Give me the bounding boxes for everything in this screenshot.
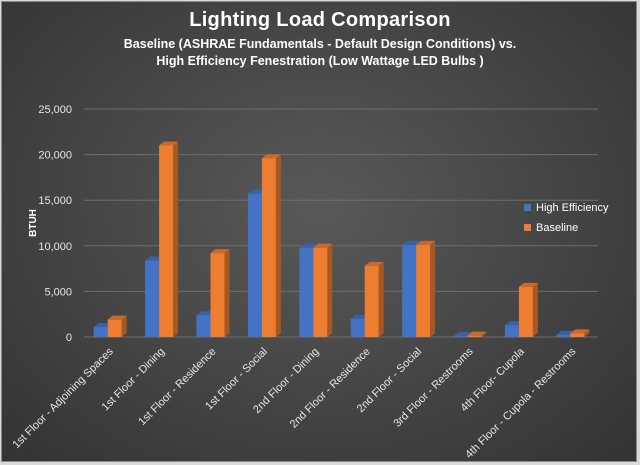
x-tick-label: 1st Floor - Adjoining Spaces xyxy=(10,345,116,451)
bar-baseline xyxy=(467,331,487,337)
bar-baseline xyxy=(261,154,281,337)
y-tick-label: 5,000 xyxy=(44,286,72,298)
bar-baseline xyxy=(313,243,333,337)
bar-baseline xyxy=(570,329,590,337)
bar-baseline xyxy=(416,240,436,337)
bar-baseline xyxy=(518,282,538,337)
legend-item: Baseline xyxy=(524,222,578,234)
bar-baseline xyxy=(210,249,230,337)
y-tick-label: 20,000 xyxy=(38,150,72,162)
bar-baseline xyxy=(107,315,127,337)
x-tick-label: 4th Floor - Cupola - Restrooms xyxy=(463,345,579,461)
legend-item: High Efficiency xyxy=(524,202,609,214)
y-tick-label: 15,000 xyxy=(38,195,72,207)
chart-subtitle-line2: High Efficiency Fenestration (Low Wattag… xyxy=(156,54,484,68)
y-tick-label: 0 xyxy=(66,332,72,344)
y-axis-label: BTUH xyxy=(28,209,39,237)
chart-subtitle-line1: Baseline (ASHRAE Fundamentals - Default … xyxy=(123,37,517,51)
y-tick-label: 25,000 xyxy=(38,104,72,116)
bar-baseline xyxy=(364,261,384,337)
legend-label: High Efficiency xyxy=(536,202,609,214)
legend-swatch xyxy=(524,204,531,211)
y-tick-label: 10,000 xyxy=(38,241,72,253)
bar-baseline xyxy=(159,141,179,337)
legend-label: Baseline xyxy=(536,222,578,234)
legend-swatch xyxy=(524,224,531,231)
chart-title: Lighting Load Comparison xyxy=(189,9,451,31)
